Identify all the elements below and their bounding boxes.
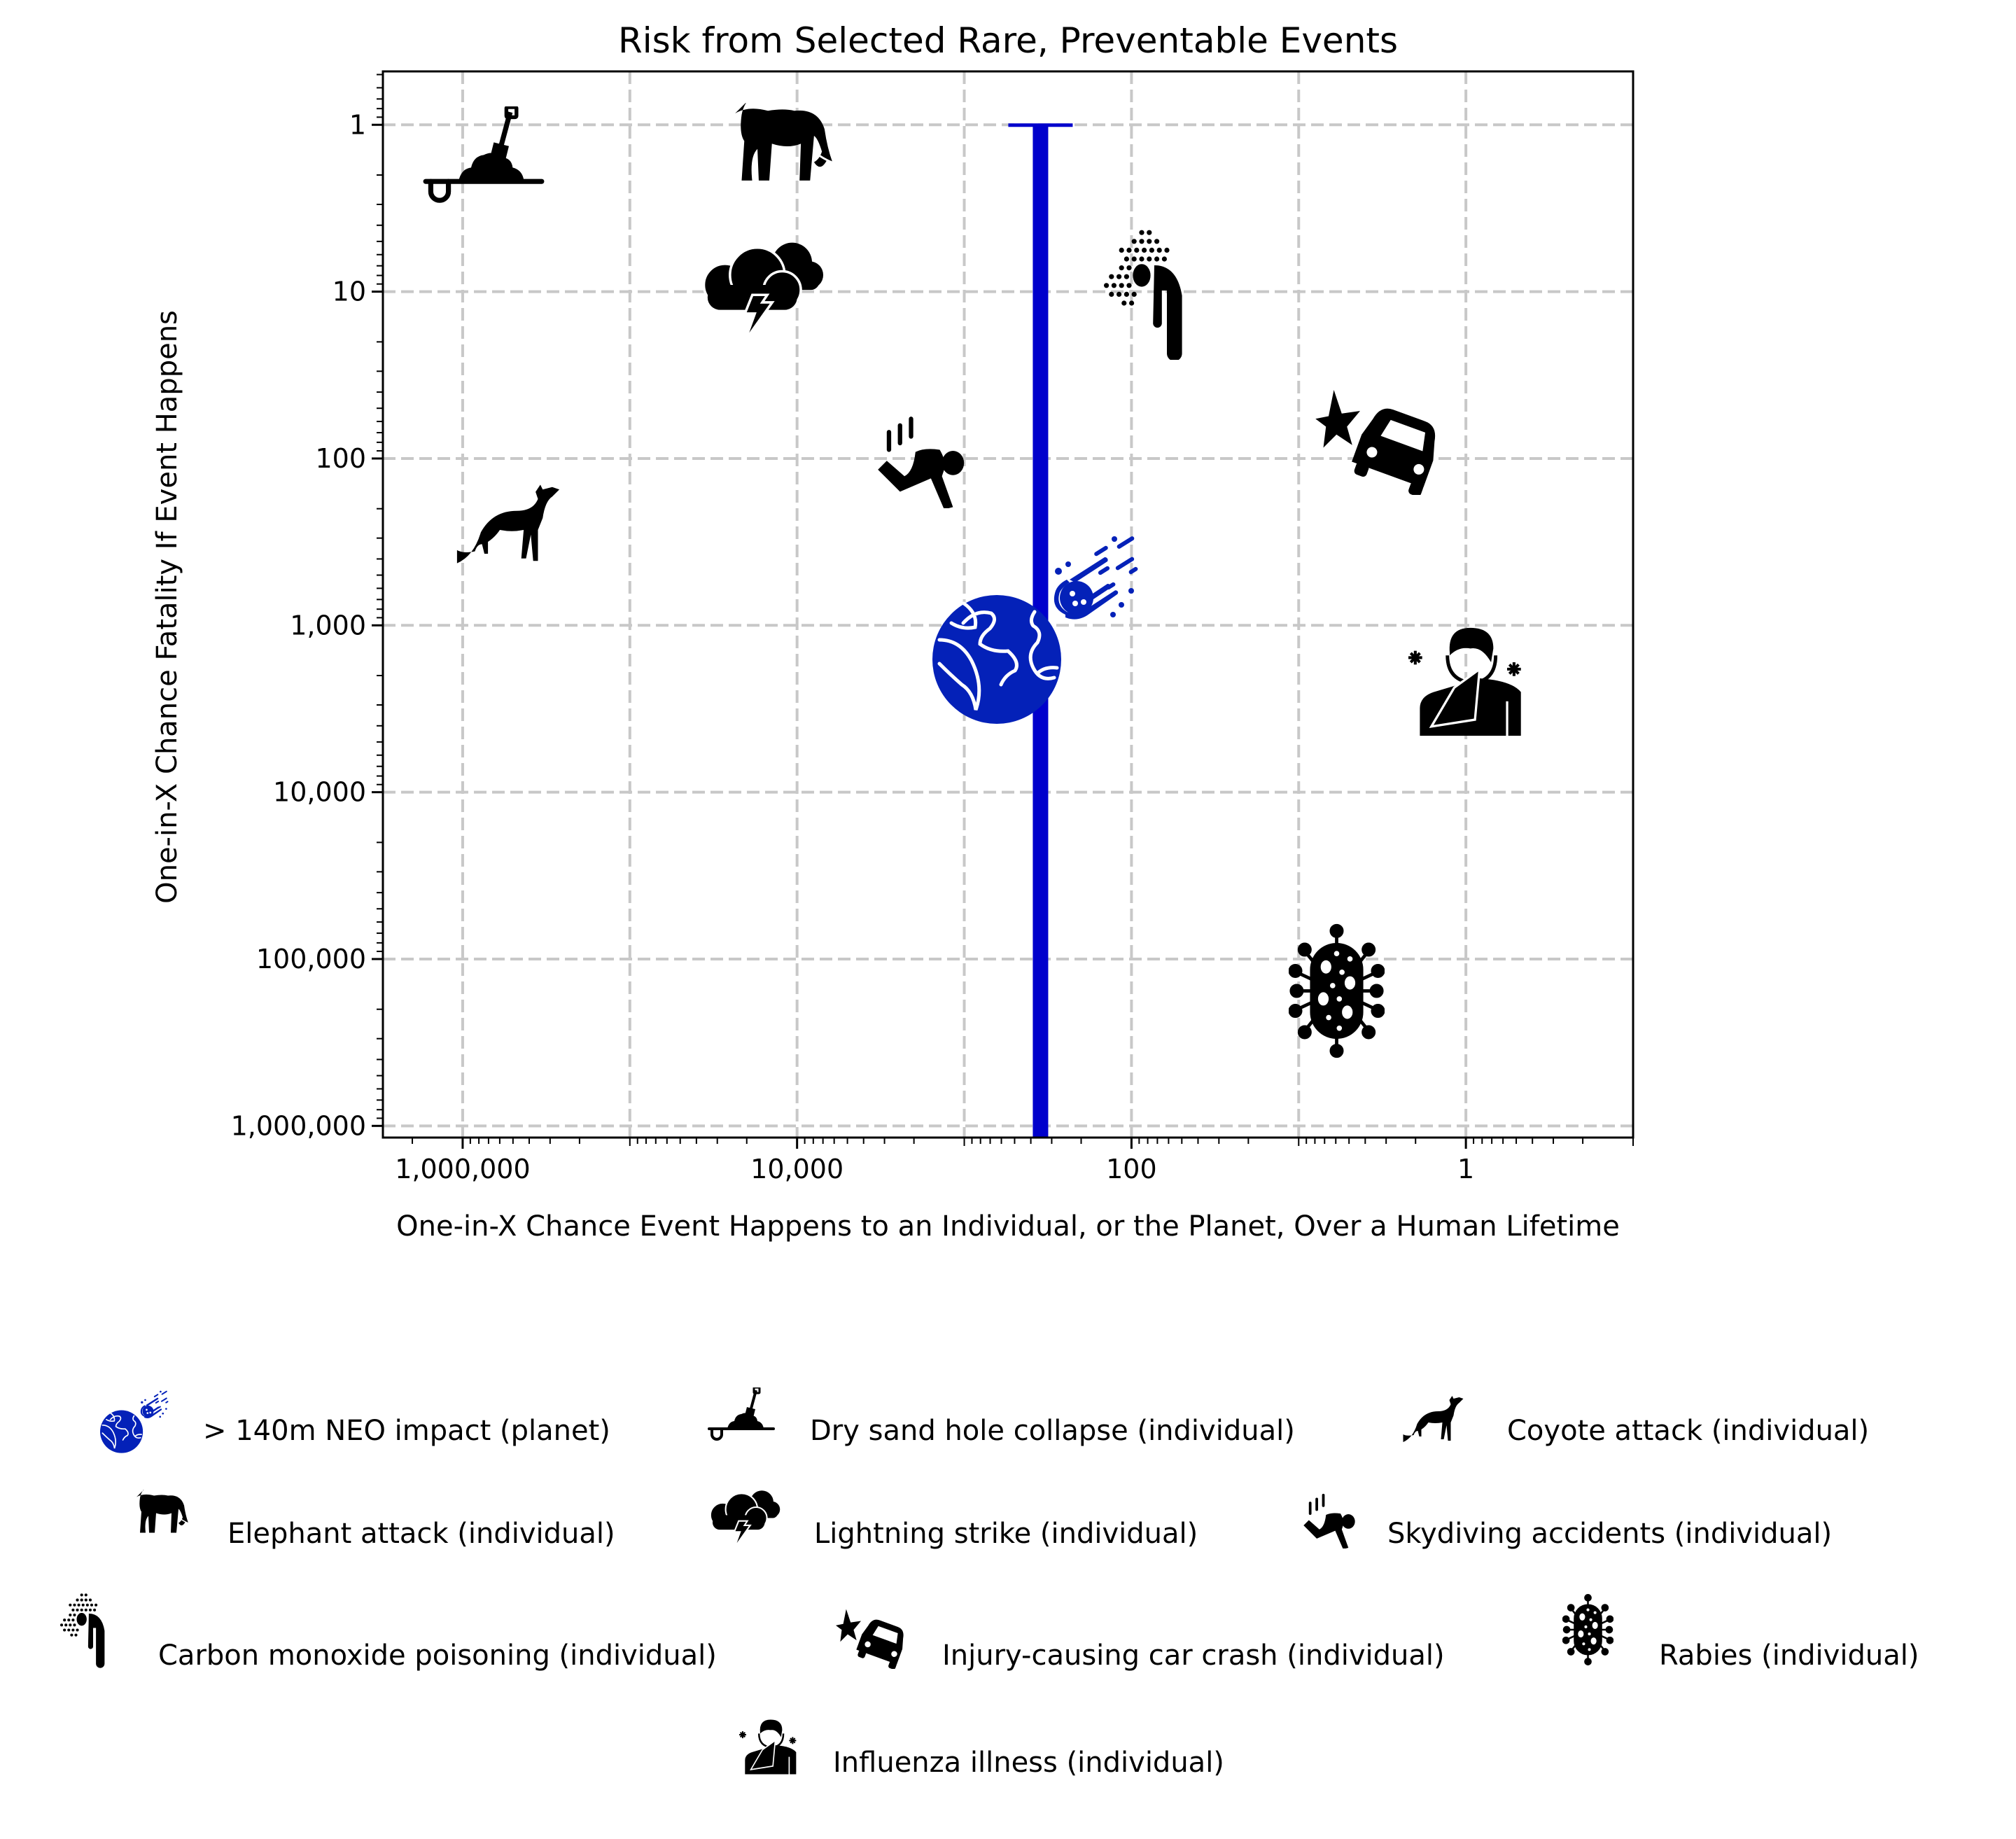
plot-frame (382, 70, 1634, 1139)
legend-item: > 140m NEO impact (planet) (100, 1390, 610, 1454)
legend: > 140m NEO impact (planet) Dry sand hole … (60, 1387, 1919, 1779)
coyote-icon (456, 484, 560, 564)
legend-label: Injury-causing car crash (individual) (942, 1639, 1445, 1672)
legend-label: Carbon monoxide poisoning (individual) (158, 1639, 717, 1672)
legend-item: Rabies (individual) (1562, 1593, 1919, 1672)
car-crash-icon (836, 1609, 909, 1669)
y-tick-label: 10,000 (273, 777, 366, 808)
car-crash-icon (1315, 390, 1446, 495)
x-tick-label: 1 (1457, 1154, 1474, 1184)
plot-area: 1,000,000 10,000 100 1 1 10 100 1,000 10,000 100,… (231, 70, 1634, 1184)
legend-label: Coyote attack (individual) (1507, 1415, 1869, 1447)
legend-label: Influenza illness (individual) (833, 1747, 1224, 1779)
y-tick-label: 10 (332, 277, 366, 307)
x-axis-label: One-in-X Chance Event Happens to an Indi… (396, 1210, 1620, 1243)
storm-lightning-icon (709, 1490, 781, 1548)
legend-label: Rabies (individual) (1659, 1639, 1919, 1672)
legend-item: Dry sand hole collapse (individual) (708, 1387, 1295, 1447)
x-tick-label: 1,000,000 (395, 1154, 530, 1184)
y-tick-label: 100,000 (256, 944, 366, 974)
sneezing-person-icon (1408, 628, 1521, 736)
legend-item: Coyote attack (individual) (1403, 1396, 1869, 1447)
coyote-icon (1403, 1396, 1464, 1442)
gas-poisoning-person-icon (1104, 230, 1182, 360)
legend-label: > 140m NEO impact (planet) (203, 1415, 610, 1447)
y-axis-label: One-in-X Chance Fatality If Event Happen… (151, 310, 183, 904)
y-tick-label: 1,000,000 (231, 1110, 366, 1141)
earth-asteroid-icon (100, 1390, 169, 1454)
sneezing-person-icon (739, 1719, 797, 1775)
legend-item: Carbon monoxide poisoning (individual) (60, 1593, 717, 1672)
neo-error-bar-cap (1008, 123, 1073, 127)
legend-label: Dry sand hole collapse (individual) (810, 1415, 1295, 1447)
x-tick-label: 100 (1106, 1154, 1157, 1184)
virus-icon (1562, 1593, 1614, 1666)
legend-item: Influenza illness (individual) (739, 1719, 1224, 1779)
legend-label: Skydiving accidents (individual) (1387, 1518, 1832, 1550)
virus-icon (1290, 925, 1383, 1056)
chart-title: Risk from Selected Rare, Preventable Eve… (618, 20, 1398, 61)
sand-hole-shovel-icon (424, 107, 545, 200)
legend-label: Lightning strike (individual) (814, 1518, 1198, 1550)
legend-item: Injury-causing car crash (individual) (836, 1609, 1445, 1672)
elephant-icon (734, 103, 836, 182)
data-markers (424, 103, 1521, 1056)
sand-hole-shovel-icon (708, 1387, 775, 1439)
legend-item: Lightning strike (individual) (709, 1490, 1198, 1550)
gas-poisoning-person-icon (60, 1593, 105, 1668)
x-tick-label: 10,000 (750, 1154, 844, 1184)
legend-item: Elephant attack (individual) (136, 1490, 615, 1550)
elephant-icon (136, 1490, 190, 1534)
falling-person-icon (878, 417, 965, 508)
legend-item: Skydiving accidents (individual) (1303, 1493, 1832, 1550)
y-tick-label: 100 (315, 443, 366, 474)
axis-ticks: 1,000,000 10,000 100 1 1 10 100 1,000 10,000 100,… (231, 74, 1634, 1184)
y-tick-label: 1 (349, 109, 366, 140)
y-tick-label: 1,000 (290, 610, 366, 641)
falling-person-icon (1303, 1493, 1355, 1548)
legend-label: Elephant attack (individual) (227, 1518, 615, 1550)
